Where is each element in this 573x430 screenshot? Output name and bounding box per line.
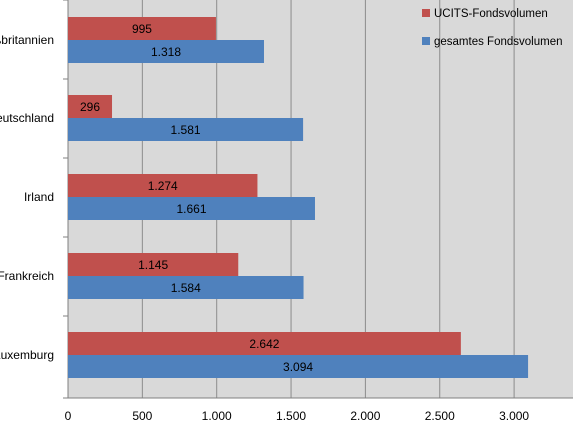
- data-label-0-0: 995: [132, 22, 152, 36]
- bars: [68, 17, 529, 378]
- data-label-0-3: 1.145: [138, 258, 168, 272]
- bar-1-4: [68, 355, 529, 378]
- category-label-0: Großbritannien: [0, 33, 54, 47]
- bar-1-0: [68, 40, 264, 63]
- x-tick-label-0: 0: [65, 409, 72, 423]
- x-tick-label-3: 1.500: [276, 409, 306, 423]
- bar-0-3: [68, 253, 239, 276]
- bar-1-2: [68, 197, 315, 220]
- bar-0-1: [68, 95, 113, 118]
- bar-1-1: [68, 118, 304, 141]
- data-label-1-4: 3.094: [283, 360, 313, 374]
- legend-label-0: UCITS-Fondsvolumen: [434, 8, 548, 20]
- data-label-1-2: 1.661: [176, 202, 206, 216]
- x-tick-label-1: 500: [132, 409, 152, 423]
- data-label-0-1: 296: [80, 100, 100, 114]
- category-labels: Großbritannien Deutschland Irland Frankreic…: [0, 33, 54, 362]
- data-label-0-2: 1.274: [148, 179, 178, 193]
- bar-1-3: [68, 276, 304, 299]
- legend: UCITS-Fondsvolumen gesamtes Fondsvolumen: [422, 8, 562, 48]
- bar-0-4: [68, 332, 461, 355]
- data-label-1-1: 1.581: [171, 123, 201, 137]
- legend-swatch-0: [422, 9, 430, 17]
- legend-label-1: gesamtes Fondsvolumen: [434, 36, 562, 48]
- category-label-3: Frankreich: [0, 269, 54, 283]
- x-tick-label-4: 2.000: [350, 409, 380, 423]
- bar-0-0: [68, 17, 216, 40]
- data-label-1-3: 1.584: [171, 281, 201, 295]
- data-label-1-0: 1.318: [151, 45, 181, 59]
- category-label-1: Deutschland: [0, 111, 54, 125]
- legend-swatch-1: [422, 37, 430, 45]
- bar-0-2: [68, 174, 258, 197]
- category-label-2: Irland: [24, 190, 54, 204]
- category-label-4: Luxemburg: [0, 348, 54, 362]
- data-label-0-4: 2.642: [249, 337, 279, 351]
- x-tick-label-2: 1.000: [202, 409, 232, 423]
- x-tick-label-5: 2.500: [425, 409, 455, 423]
- x-tick-label-6: 3.000: [499, 409, 529, 423]
